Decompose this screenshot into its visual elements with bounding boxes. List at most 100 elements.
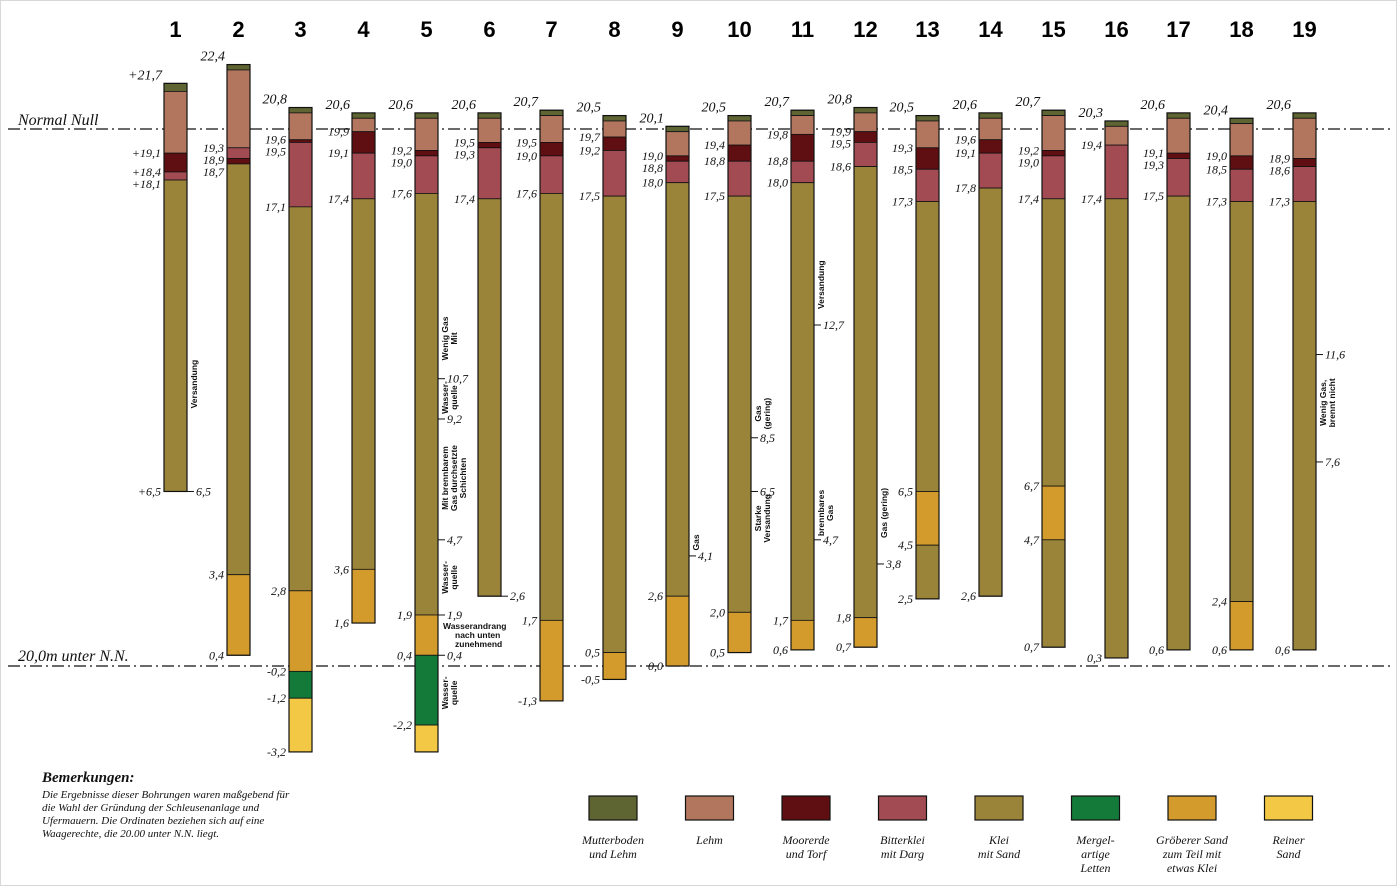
layer-mutterboden: [539, 109, 564, 116]
layer-klei: [1041, 539, 1066, 648]
column-outline: [727, 114, 752, 654]
elevation-label: 0,4: [397, 648, 412, 662]
column-outline: [978, 112, 1003, 597]
layer-lehm: [602, 120, 627, 138]
elevation-label: 2,8: [271, 584, 286, 598]
column-outline: [1041, 109, 1066, 648]
legend-swatch: [781, 795, 831, 821]
elevation-label: 19,0: [642, 149, 663, 163]
elevation-label: 2,4: [1212, 595, 1227, 609]
top-elevation: 20,5: [577, 101, 602, 116]
legend-item-klei: Klei mit Sand: [974, 795, 1024, 861]
borehole-5: 5 20,6 19,219,0 17,6 1,9 0,4 -2,2 10,7 9,2 4,7 1,9…: [389, 17, 506, 753]
elevation-label: 17,4: [454, 192, 475, 206]
borehole-number: 5: [420, 17, 432, 42]
top-elevation: 20,6: [326, 98, 351, 113]
elevation-label: 19,1: [955, 146, 976, 160]
layer-mutterboden: [1104, 120, 1129, 127]
elevation-label: 19,2: [391, 143, 412, 157]
layer-bitterklei: [477, 147, 502, 200]
column-outline: [790, 109, 815, 651]
elevation-label: 19,5: [516, 135, 537, 149]
annotation: Wasser-quelle: [440, 561, 459, 594]
borehole-number: 18: [1229, 17, 1253, 42]
layer-moorerde: [915, 147, 940, 170]
layer-klei: [226, 163, 251, 576]
legend-item-mutterboden: Mutterboden und Lehm: [581, 795, 644, 861]
minus-20-label: 20,0m unter N.N.: [18, 648, 129, 665]
legend-label: Reiner Sand: [1272, 833, 1305, 861]
borehole-number: 6: [483, 17, 495, 42]
annotation: Wasser-quelle: [440, 381, 459, 414]
elevation-label: 18,9: [1269, 152, 1290, 166]
elevation-label: 19,3: [454, 147, 475, 161]
legend-label: Gröberer Sand zum Teil mit etwas Klei: [1156, 833, 1229, 875]
column-outline: [288, 106, 313, 753]
layer-lehm: [978, 117, 1003, 141]
elevation-label-right: 1,9: [447, 608, 462, 622]
layer-sand_coarse: [1229, 601, 1254, 651]
layer-klei: [665, 182, 690, 597]
layer-moorerde: [853, 131, 878, 143]
borehole-number: 8: [608, 17, 620, 42]
legend-label: Mutterboden und Lehm: [581, 833, 644, 861]
elevation-label-right: 2,6: [510, 589, 525, 603]
top-elevation: 20,6: [389, 98, 414, 113]
layer-lehm: [727, 120, 752, 146]
elevation-label: 17,4: [1081, 192, 1102, 206]
borehole-number: 11: [791, 17, 814, 42]
remarks-title: Bemerkungen:: [42, 770, 135, 786]
layer-bitterklei: [1104, 144, 1129, 200]
elevation-label: 19,0: [1018, 155, 1039, 169]
annotation: StarkeVersandung: [753, 494, 772, 543]
elevation-label: 6,5: [898, 484, 913, 498]
layer-lehm: [539, 115, 564, 143]
layer-mutterboden: [1041, 109, 1066, 116]
elevation-label: 4,7: [1024, 533, 1040, 547]
layer-lehm: [414, 117, 439, 151]
elevation-label: 18,5: [1206, 162, 1227, 176]
elevation-label: 19,6: [265, 133, 286, 147]
borehole-19: 19 20,6 18,918,6 17,3 0,6 11,6 7,6 Wenig Gas,br…: [1267, 17, 1346, 657]
elevation-label: 18,5: [892, 162, 913, 176]
layer-klei: [978, 187, 1003, 597]
elevation-label: 19,4: [704, 138, 725, 152]
top-elevation: 20,8: [263, 93, 288, 108]
layer-mutterboden: [163, 82, 188, 92]
column-outline: [477, 112, 502, 597]
borehole-number: 10: [727, 17, 751, 42]
elevation-label: -1,3: [518, 694, 537, 708]
top-elevation: 20,1: [640, 111, 665, 126]
layer-bitterklei: [351, 152, 376, 200]
layer-klei: [477, 198, 502, 597]
elevation-label: 19,7: [579, 130, 601, 144]
elevation-label: 17,5: [704, 189, 725, 203]
elevation-label: 2,5: [898, 592, 913, 606]
elevation-label-right: 3,8: [885, 557, 901, 571]
layer-sand_coarse: [853, 617, 878, 648]
elevation-label-right: 11,6: [1325, 348, 1345, 362]
column-outline: [915, 114, 940, 600]
elevation-label: 17,1: [265, 200, 286, 214]
layer-lehm: [1166, 117, 1191, 154]
borehole-2: 2 22,4 19,318,918,7 3,4 0,4: [201, 17, 251, 662]
elevation-label: -3,2: [267, 745, 286, 759]
layer-mutterboden: [477, 112, 502, 119]
top-elevation: 20,8: [828, 93, 853, 108]
layer-moorerde: [1292, 158, 1317, 167]
annotation: Wenig Gas,brennt nicht: [1318, 378, 1337, 427]
layer-mutterboden: [665, 125, 690, 133]
legend-label: Klei mit Sand: [978, 833, 1021, 861]
elevation-label: 0,5: [585, 646, 600, 660]
elevation-label: 2,6: [648, 589, 663, 603]
legend-item-bitterklei: Bitterklei mit Darg: [877, 795, 928, 861]
top-elevation: 20,5: [890, 101, 915, 116]
elevation-label: 19,3: [1143, 158, 1164, 172]
column-outline: [414, 112, 439, 753]
elevation-label: 19,5: [830, 137, 851, 151]
legend-swatch: [974, 795, 1024, 821]
layer-sand_coarse: [414, 614, 439, 656]
layer-lehm: [853, 112, 878, 133]
layer-bitterklei: [288, 142, 313, 208]
